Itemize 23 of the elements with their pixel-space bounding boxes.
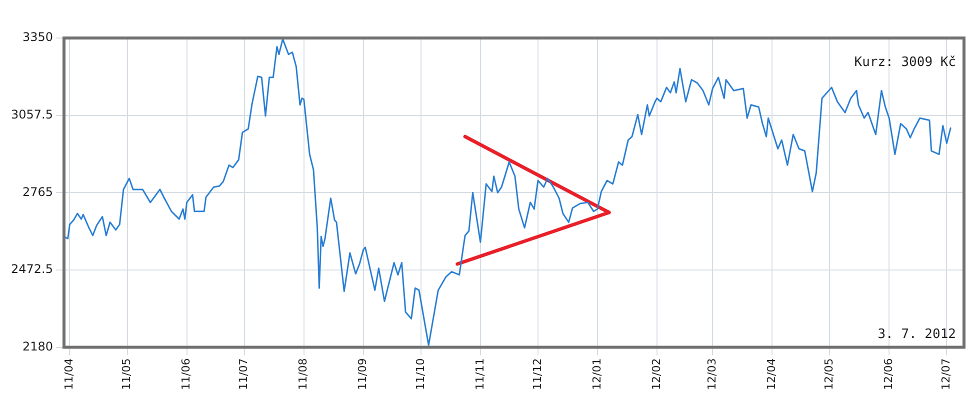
x-tick-label: 12/05	[822, 358, 836, 390]
y-tick-label: 3350	[22, 30, 53, 44]
annotation: 3. 7. 2012	[878, 327, 956, 342]
x-tick-label: 11/05	[120, 358, 134, 390]
y-tick-label: 2180	[22, 339, 53, 354]
y-tick-label: 2765	[22, 184, 53, 199]
x-tick-label: 11/11	[473, 358, 486, 390]
x-tick-label: 11/10	[414, 358, 427, 390]
y-tick-label: 2472.5	[10, 262, 53, 276]
x-tick-label: 11/04	[62, 358, 76, 390]
x-tick-label: 12/02	[650, 358, 663, 390]
x-tick-label: 12/06	[882, 358, 896, 390]
annotation: Kurz: 3009 Kč	[854, 54, 956, 70]
y-tick-label: 3057.5	[10, 107, 53, 122]
x-tick-label: 12/07	[940, 358, 953, 390]
x-tick-label: 11/07	[237, 358, 250, 390]
x-tick-label: 11/09	[356, 358, 370, 390]
x-tick-label: 11/08	[296, 358, 310, 390]
x-tick-label: 11/06	[180, 358, 193, 390]
x-tick-label: 11/12	[530, 358, 544, 390]
x-tick-label: 12/03	[705, 358, 718, 390]
x-tick-label: 12/04	[764, 358, 778, 390]
x-tick-label: 12/01	[590, 358, 604, 390]
